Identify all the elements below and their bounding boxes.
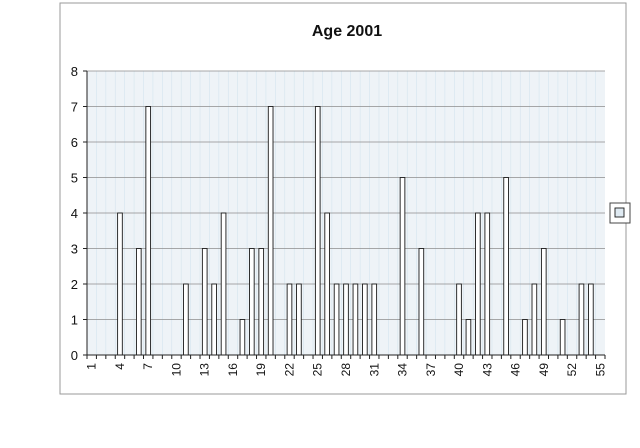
bar [362, 283, 368, 356]
chart-title: Age 2001 [312, 23, 382, 40]
y-tick-label: 3 [71, 242, 78, 257]
y-tick-label: 5 [71, 171, 78, 186]
bar [249, 248, 255, 356]
bar [531, 283, 538, 356]
bar [135, 248, 142, 356]
bar [540, 248, 547, 356]
y-tick-labels: 0 1 2 3 4 5 6 7 8 [71, 64, 78, 363]
bar [588, 283, 594, 356]
bar [352, 283, 359, 356]
x-tick-label: 37 [424, 363, 438, 377]
bar [465, 319, 472, 356]
bar [267, 106, 274, 356]
bar [220, 212, 227, 356]
x-tick-label: 52 [565, 363, 579, 377]
y-tick-label: 7 [71, 100, 78, 115]
x-tick-label: 25 [311, 363, 325, 377]
legend [609, 202, 631, 224]
bar [371, 283, 378, 356]
y-tick-label: 0 [71, 348, 78, 363]
x-tick-label: 7 [141, 363, 155, 370]
bar [211, 283, 217, 356]
bar [145, 106, 152, 356]
axes [83, 70, 606, 359]
y-tick-label: 8 [71, 64, 78, 79]
y-tick-label: 1 [71, 313, 78, 328]
bar [343, 283, 349, 356]
y-tick-label: 2 [71, 277, 78, 292]
bar [503, 177, 509, 356]
bar [201, 248, 208, 356]
bar [324, 212, 330, 356]
x-tick-label: 1 [85, 363, 99, 370]
bar [418, 248, 425, 356]
bar [314, 106, 321, 356]
bar [522, 319, 528, 356]
bar [286, 283, 293, 356]
y-tick-label: 4 [71, 206, 78, 221]
y-tick-label: 6 [71, 135, 78, 150]
x-tick-label: 40 [452, 363, 466, 377]
bar [296, 283, 302, 356]
x-tick-label: 28 [339, 363, 353, 377]
bar [239, 319, 246, 356]
bar [117, 212, 123, 356]
bar [333, 283, 340, 356]
bar [258, 248, 265, 356]
legend-swatch [614, 207, 625, 218]
bar [183, 283, 189, 356]
bar [456, 283, 462, 356]
x-tick-label: 34 [396, 363, 410, 377]
x-tick-label: 16 [226, 363, 240, 377]
bar [578, 283, 585, 356]
x-tick-label: 13 [198, 363, 212, 377]
x-tick-label: 19 [254, 363, 268, 377]
x-tick-labels: 1 4 7 10 13 16 19 22 25 28 31 34 37 40 43 46 49 52 55 [85, 363, 608, 377]
bar [559, 319, 566, 356]
x-tick-label: 49 [537, 363, 551, 377]
x-tick-label: 46 [509, 363, 523, 377]
x-tick-label: 55 [593, 363, 607, 377]
bar [484, 212, 491, 356]
x-tick-label: 10 [169, 363, 183, 377]
bar [399, 177, 406, 356]
x-tick-label: 31 [367, 363, 381, 377]
x-tick-label: 4 [113, 363, 127, 370]
x-tick-label: 43 [480, 363, 494, 377]
x-tick-label: 22 [282, 363, 296, 377]
bar [475, 212, 481, 356]
